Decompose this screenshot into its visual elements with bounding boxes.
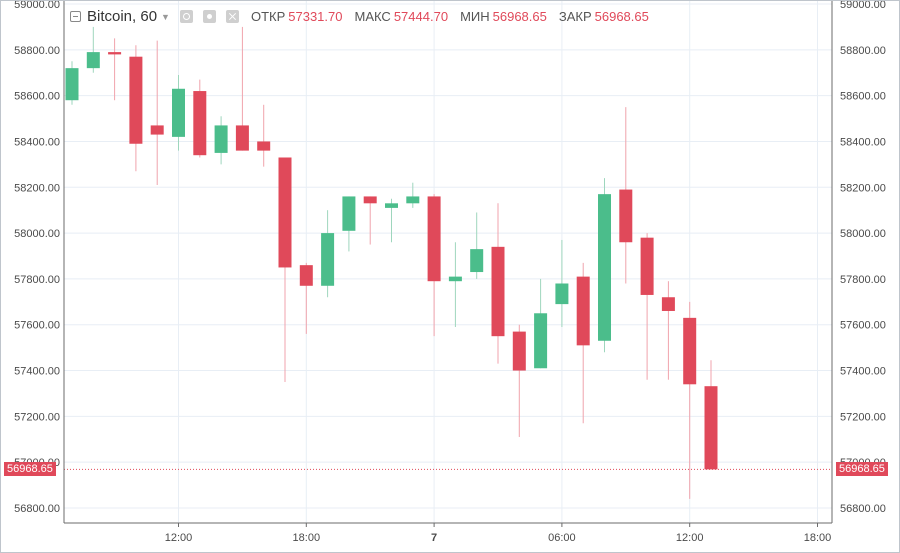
y-tick-label-left: 56800.00 (14, 503, 60, 515)
legend: Bitcoin, 60 ▼ ОТКР 57331.70 МАКС 57444.7… (70, 8, 649, 25)
y-tick-label-left: 58000.00 (14, 228, 60, 240)
candle-body (512, 331, 526, 371)
y-tick-label-right: 58200.00 (840, 182, 886, 194)
x-tick-label: 18:00 (804, 532, 832, 544)
y-tick-label-left: 59000.00 (14, 0, 60, 11)
candle-body (385, 203, 398, 208)
y-tick-label-left: 57400.00 (14, 366, 60, 378)
high-label: МАКС (354, 9, 391, 24)
y-tick-label-left: 58800.00 (14, 45, 60, 57)
last-price-badge-left: 56968.65 (4, 462, 56, 477)
low-value: 56968.65 (492, 9, 547, 24)
candle-body (214, 125, 228, 153)
x-tick-label: 06:00 (548, 532, 576, 544)
candle-body (448, 276, 462, 282)
high-value: 57444.70 (393, 9, 449, 24)
x-tick-label: 12:00 (165, 532, 193, 544)
x-tick-label: 18:00 (293, 532, 321, 544)
candle-body (598, 194, 611, 341)
y-tick-label-left: 57600.00 (14, 320, 60, 332)
candle-body (534, 313, 548, 369)
candle-body (406, 196, 420, 204)
grid (64, 0, 832, 523)
candle-body (172, 88, 185, 137)
candle-body (683, 317, 697, 385)
x-tick-label: 12:00 (676, 532, 704, 544)
collapse-icon[interactable] (70, 11, 81, 22)
y-tick-label-right: 59000.00 (840, 0, 886, 11)
candle-body (619, 189, 633, 243)
close-label: ЗАКР (558, 9, 592, 24)
candle-body (150, 125, 164, 135)
candle-body (555, 283, 569, 305)
close-value: 56968.65 (594, 9, 649, 24)
candle-body (299, 265, 313, 286)
candle-body (321, 233, 335, 286)
candle-body (661, 297, 675, 311)
candle-body (257, 141, 271, 151)
y-tick-label-right: 57800.00 (840, 274, 886, 286)
candle-body (86, 52, 100, 69)
y-tick-label-left: 57800.00 (14, 274, 60, 286)
candle-body (342, 196, 356, 231)
y-tick-label-right: 56800.00 (840, 503, 886, 515)
open-label: ОТКР (250, 9, 286, 24)
chevron-down-icon[interactable]: ▼ (161, 11, 170, 22)
close-icon[interactable] (225, 10, 239, 23)
candle-body (576, 276, 590, 346)
y-tick-label-left: 58600.00 (14, 91, 60, 103)
y-tick-label-left: 58200.00 (14, 182, 60, 194)
y-tick-label-right: 58000.00 (840, 228, 886, 240)
candle-body (108, 52, 122, 55)
last-price-badge-right: 56968.65 (836, 462, 888, 477)
y-tick-label-left: 58400.00 (14, 136, 60, 148)
candle-body (363, 196, 377, 204)
candle-body (427, 196, 441, 282)
candles (64, 26, 832, 499)
y-tick-label-right: 58800.00 (840, 45, 886, 57)
open-value: 57331.70 (288, 9, 343, 24)
y-tick-label-right: 57200.00 (840, 411, 886, 423)
candle-body (704, 386, 718, 470)
eye-icon[interactable] (179, 10, 193, 23)
x-tick-label: 7 (431, 532, 437, 544)
y-tick-label-right: 58400.00 (840, 136, 886, 148)
candle-body (235, 125, 249, 151)
y-tick-label-right: 57400.00 (840, 366, 886, 378)
candle-body (278, 157, 292, 268)
candle-body (65, 68, 79, 101)
low-label: МИН (460, 9, 490, 24)
y-tick-label-right: 57600.00 (840, 320, 886, 332)
y-tick-label-left: 57200.00 (14, 411, 60, 423)
candle-body (640, 237, 654, 295)
y-tick-label-right: 58600.00 (840, 91, 886, 103)
candle-body (193, 91, 207, 156)
candle-body (470, 249, 484, 273)
candle-body (491, 246, 505, 337)
gear-icon[interactable] (202, 10, 216, 23)
symbol-label[interactable]: Bitcoin, 60 (87, 8, 158, 25)
candle-body (129, 56, 143, 144)
